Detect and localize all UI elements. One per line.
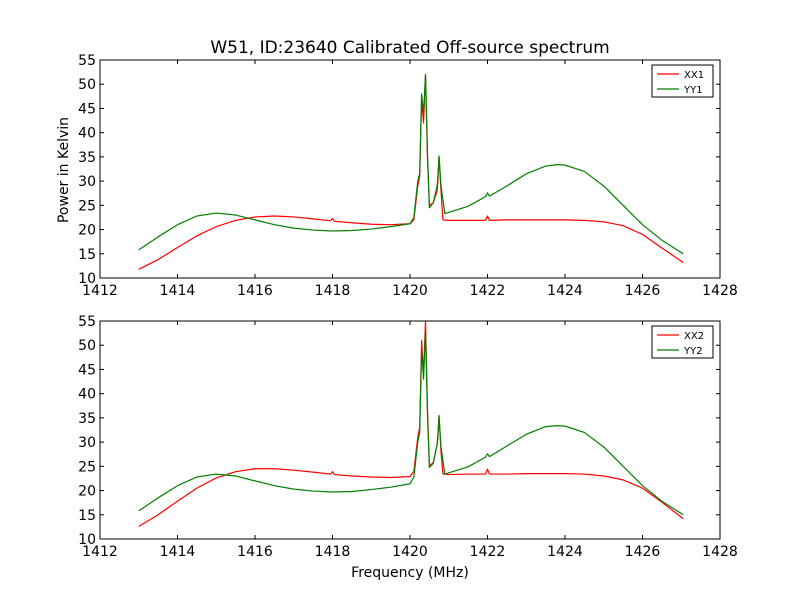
x-tick-label: 1416: [237, 283, 273, 299]
y-tick-label: 55: [78, 53, 96, 69]
x-tick-label: 1418: [315, 283, 351, 299]
x-tick-label: 1424: [547, 283, 583, 299]
x-tick-label: 1418: [315, 544, 351, 560]
x-tick-label: 1428: [702, 283, 738, 299]
y-tick-label: 50: [78, 338, 96, 354]
x-tick-label: 1424: [547, 544, 583, 560]
y-tick-label: 20: [78, 484, 96, 500]
x-tick-label: 1422: [470, 544, 506, 560]
chart-title: W51, ID:23640 Calibrated Off-source spec…: [210, 38, 609, 58]
y-tick-label: 50: [78, 77, 96, 93]
legend-box: [651, 64, 714, 98]
y-tick-label: 30: [78, 174, 96, 190]
legend-label: YY1: [683, 85, 703, 96]
y-tick-label: 10: [78, 271, 96, 287]
y-tick-label: 10: [78, 532, 96, 548]
series-line-yy2: [138, 330, 684, 516]
x-tick-label: 1414: [160, 544, 196, 560]
y-tick-label: 20: [78, 223, 96, 239]
x-tick-label: 1420: [392, 283, 428, 299]
x-tick-label: 1420: [392, 544, 428, 560]
legend-label: YY2: [683, 346, 703, 357]
y-tick-label: 35: [78, 411, 96, 427]
y-tick-label: 15: [78, 247, 96, 263]
y-axis-label: Power in Kelvin: [56, 117, 72, 223]
y-tick-label: 25: [78, 198, 96, 214]
y-tick-label: 35: [78, 150, 96, 166]
y-tick-label: 40: [78, 387, 96, 403]
x-tick-label: 1414: [160, 283, 196, 299]
x-tick-label: 1428: [702, 544, 738, 560]
x-tick-label: 1412: [82, 283, 118, 299]
x-tick-label: 1422: [470, 283, 506, 299]
legend-label: XX2: [684, 331, 704, 342]
bottom-plot-panel: 1412 1414 1416 1418 1420 1422 1424 1426 1428 10 15…: [78, 314, 738, 560]
x-tick-label: 1426: [625, 283, 661, 299]
x-axis-label: Frequency (MHz): [351, 565, 469, 581]
y-tick-label: 25: [78, 459, 96, 475]
legend-box: [651, 325, 714, 359]
y-tick-label: 30: [78, 435, 96, 451]
x-tick-label: 1412: [82, 544, 118, 560]
series-line-yy1: [138, 73, 684, 255]
y-tick-label: 45: [78, 362, 96, 378]
y-tick-label: 45: [78, 101, 96, 117]
x-tick-label: 1426: [625, 544, 661, 560]
y-tick-label: 15: [78, 508, 96, 524]
y-tick-label: 40: [78, 126, 96, 142]
x-tick-label: 1416: [237, 544, 273, 560]
y-tick-label: 55: [78, 314, 96, 330]
legend-label: XX1: [684, 70, 704, 81]
top-plot-panel: 1412 1414 1416 1418 1420 1422 1424 1426 1428 10 15…: [78, 53, 738, 299]
